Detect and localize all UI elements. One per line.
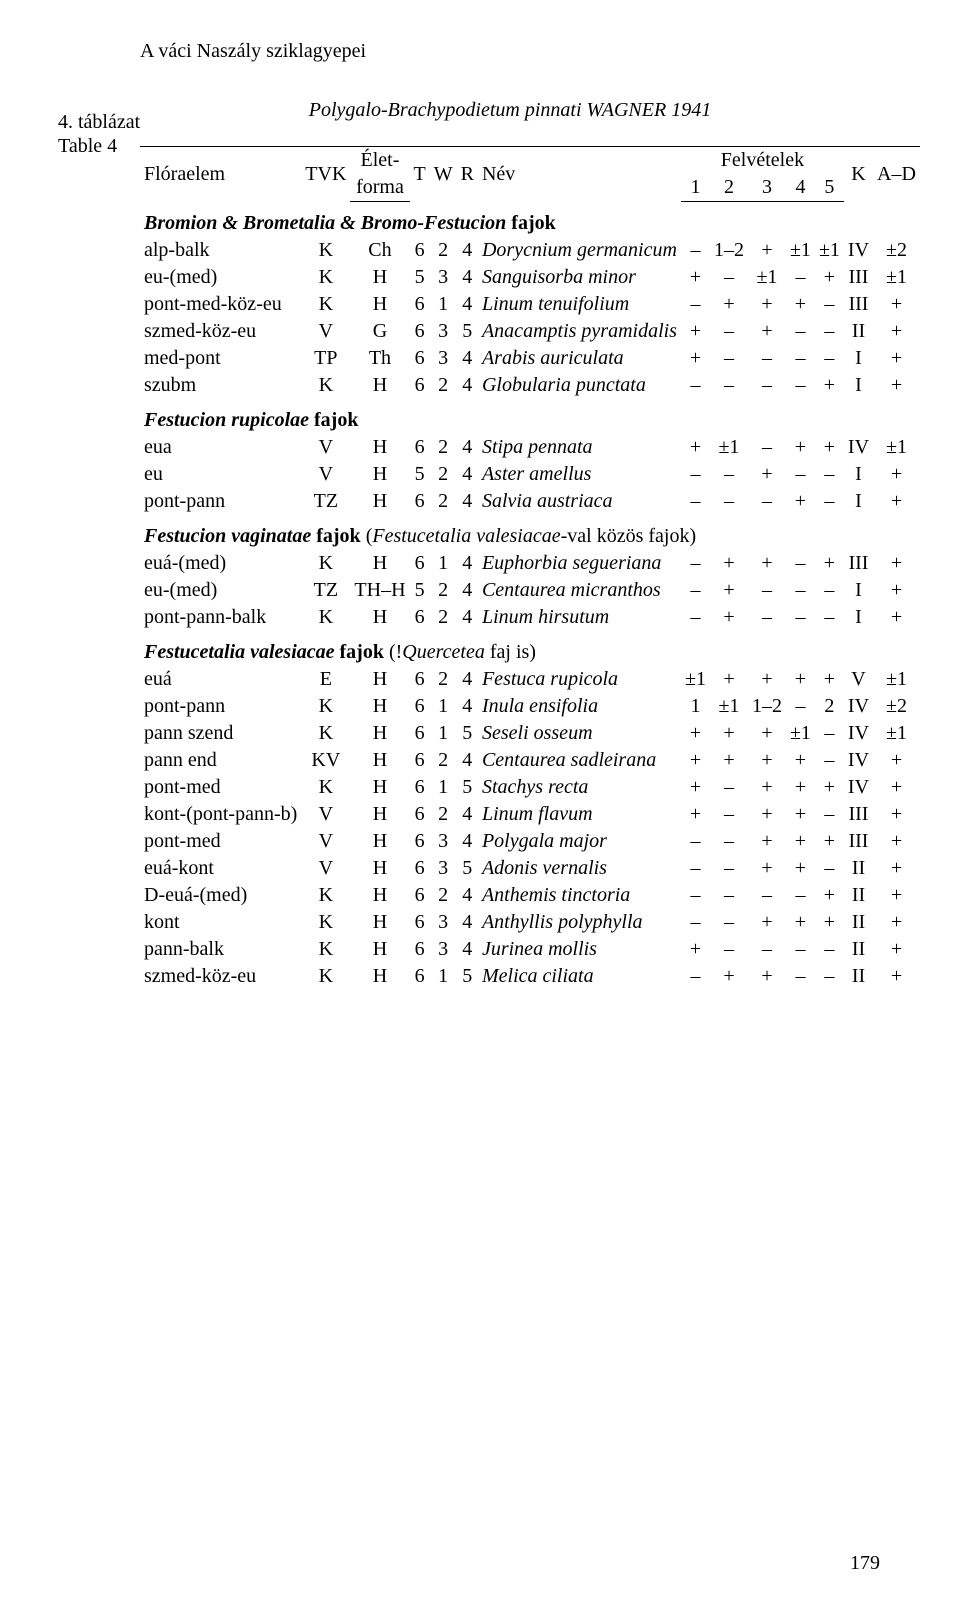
caption-en: Table 4 [58, 135, 117, 157]
table-row: szmed-köz-euVG635Anacamptis pyramidalis+… [140, 318, 920, 345]
table-row: euaVH624Stipa pennata+±1–++IV±1 [140, 434, 920, 461]
th-eletforma-1: Élet- [350, 147, 409, 175]
th-k: K [844, 147, 873, 202]
table-row: pann-balkKH634Jurinea mollis+––––II+ [140, 936, 920, 963]
group-heading: Festucetalia valesiacae fajok (!Quercete… [140, 631, 920, 666]
th-eletforma-2: forma [350, 174, 409, 202]
table-row: szubmKH624Globularia punctata––––+I+ [140, 372, 920, 399]
th-w: W [430, 147, 457, 202]
table-row: med-pontTPTh634Arabis auriculata+––––I+ [140, 345, 920, 372]
table-row: pann szendKH615Seseli osseum+++±1–IV±1 [140, 720, 920, 747]
th-felvetelek: Felvételek [681, 147, 844, 175]
table-row: euá-(med)KH614Euphorbia segueriana–++–+I… [140, 550, 920, 577]
table-caption: 4. táblázat Table 4 [58, 110, 140, 158]
th-f4: 4 [786, 174, 815, 202]
running-head: A váci Naszály sziklagyepei [140, 40, 880, 63]
table-row: euá-kontVH635Adonis vernalis––++–II+ [140, 855, 920, 882]
th-f1: 1 [681, 174, 710, 202]
table-row: D-euá-(med)KH624Anthemis tinctoria––––+I… [140, 882, 920, 909]
th-f2: 2 [710, 174, 748, 202]
th-ad: A–D [873, 147, 920, 202]
table-row: pont-medKH615Stachys recta+–+++IV+ [140, 774, 920, 801]
table-row: kontKH634Anthyllis polyphylla––+++II+ [140, 909, 920, 936]
th-f5: 5 [815, 174, 844, 202]
th-floraelem: Flóraelem [140, 147, 301, 202]
table-row: pont-pannKH614Inula ensifolia1±11–2–2IV±… [140, 693, 920, 720]
group-heading: Festucion vaginatae fajok (Festucetalia … [140, 515, 920, 550]
caption-hu: 4. táblázat [58, 111, 140, 133]
table-row: euVH524Aster amellus––+––I+ [140, 461, 920, 488]
table-row: pont-medVH634Polygala major––+++III+ [140, 828, 920, 855]
table-row: pont-pannTZH624Salvia austriaca–––+–I+ [140, 488, 920, 515]
table-row: pann endKVH624Centaurea sadleirana++++–I… [140, 747, 920, 774]
page-number: 179 [850, 1552, 880, 1575]
species-table: Flóraelem TVK Élet- T W R Név Felvételek… [140, 146, 920, 990]
table-row: kont-(pont-pann-b)VH624Linum flavum+–++–… [140, 801, 920, 828]
th-t: T [410, 147, 430, 202]
table-title: Polygalo-Brachypodietum pinnati WAGNER 1… [140, 99, 880, 122]
group-heading: Bromion & Brometalia & Bromo-Festucion f… [140, 202, 920, 238]
group-heading: Festucion rupicolae fajok [140, 399, 920, 434]
th-tvk: TVK [301, 147, 350, 202]
table-row: pont-med-köz-euKH614Linum tenuifolium–++… [140, 291, 920, 318]
table-row: euáEH624Festuca rupicola±1++++V±1 [140, 666, 920, 693]
table-row: alp-balkKCh624Dorycnium germanicum–1–2+±… [140, 237, 920, 264]
table-row: eu-(med)KH534Sanguisorba minor+–±1–+III±… [140, 264, 920, 291]
table-row: pont-pann-balkKH624Linum hirsutum–+–––I+ [140, 604, 920, 631]
table-row: eu-(med)TZTH–H524Centaurea micranthos–+–… [140, 577, 920, 604]
th-r: R [457, 147, 478, 202]
th-nev: Név [478, 147, 681, 202]
table-row: szmed-köz-euKH615Melica ciliata–++––II+ [140, 963, 920, 990]
th-f3: 3 [748, 174, 786, 202]
